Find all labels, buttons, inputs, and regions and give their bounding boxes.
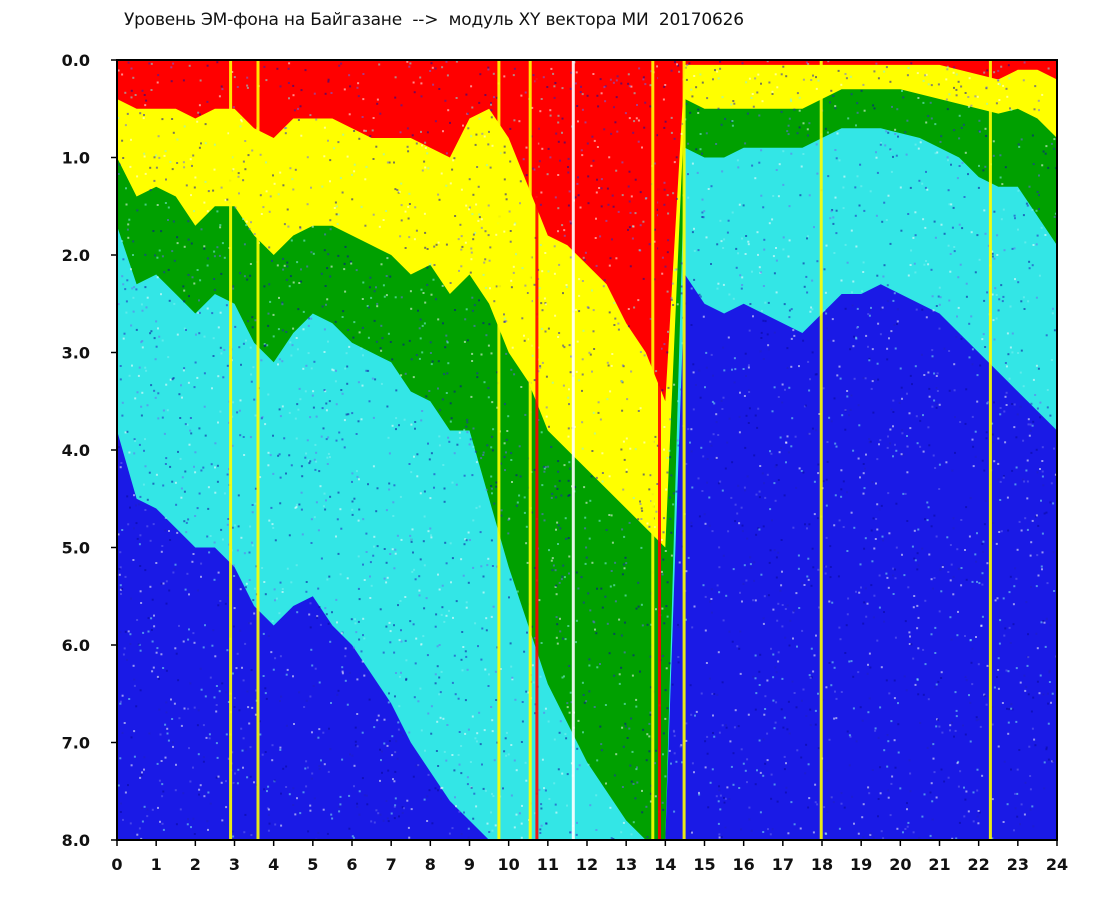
- vertical-stripe-8: [682, 60, 686, 840]
- vertical-stripe-3: [528, 60, 532, 840]
- x-tick-label: 19: [850, 855, 872, 874]
- x-tick-label: 10: [498, 855, 520, 874]
- vertical-stripe-1: [256, 60, 260, 840]
- x-tick-label: 9: [464, 855, 475, 874]
- x-tick-label: 21: [928, 855, 950, 874]
- y-tick-label: 0.0: [62, 51, 90, 70]
- y-tick-label: 2.0: [62, 246, 90, 265]
- x-tick-label: 20: [889, 855, 911, 874]
- vertical-stripe-2: [497, 60, 501, 840]
- x-tick-label: 1: [151, 855, 162, 874]
- heatmap-area: [117, 60, 1057, 840]
- x-tick-label: 4: [268, 855, 279, 874]
- x-tick-label: 13: [615, 855, 637, 874]
- x-tick-label: 14: [654, 855, 676, 874]
- x-tick-label: 18: [811, 855, 833, 874]
- x-axis: 0 1 2 3 4 5 6 7 8 9 10 11 12 13 14 15 16 17 18 19 20 21 22 23 24: [111, 840, 1068, 874]
- x-tick-label: 22: [968, 855, 990, 874]
- x-tick-label: 7: [386, 855, 397, 874]
- y-axis: 0.0 1.0 2.0 3.0 4.0 5.0 6.0 7.0 8.0: [62, 51, 117, 850]
- x-tick-label: 23: [1007, 855, 1029, 874]
- x-tick-label: 2: [190, 855, 201, 874]
- vertical-stripe-7: [658, 60, 661, 840]
- band-red: [117, 60, 1057, 402]
- x-tick-label: 16: [733, 855, 755, 874]
- y-tick-label: 7.0: [62, 734, 90, 753]
- band-yellow: [117, 60, 1057, 548]
- x-tick-label: 15: [693, 855, 715, 874]
- vertical-stripe-0: [229, 60, 233, 840]
- x-tick-label: 8: [425, 855, 436, 874]
- vertical-stripe-6: [651, 60, 655, 840]
- x-tick-label: 24: [1046, 855, 1068, 874]
- vertical-stripe-10: [988, 60, 992, 840]
- y-tick-label: 5.0: [62, 539, 90, 558]
- chart-title: Уровень ЭМ-фона на Байгазане --> модуль …: [124, 10, 744, 30]
- y-tick-label: 3.0: [62, 344, 90, 363]
- vertical-stripe-9: [819, 60, 823, 840]
- speckle-noise: [117, 60, 1057, 840]
- x-tick-label: 0: [111, 855, 122, 874]
- x-tick-label: 5: [307, 855, 318, 874]
- y-tick-label: 1.0: [62, 149, 90, 168]
- x-tick-label: 12: [576, 855, 598, 874]
- y-tick-label: 8.0: [62, 831, 90, 850]
- vertical-stripe-4: [535, 60, 539, 840]
- y-tick-label: 6.0: [62, 636, 90, 655]
- x-tick-label: 17: [772, 855, 794, 874]
- x-tick-label: 6: [346, 855, 357, 874]
- y-tick-label: 4.0: [62, 441, 90, 460]
- vertical-stripe-5: [571, 60, 575, 840]
- x-tick-label: 11: [537, 855, 559, 874]
- x-tick-label: 3: [229, 855, 240, 874]
